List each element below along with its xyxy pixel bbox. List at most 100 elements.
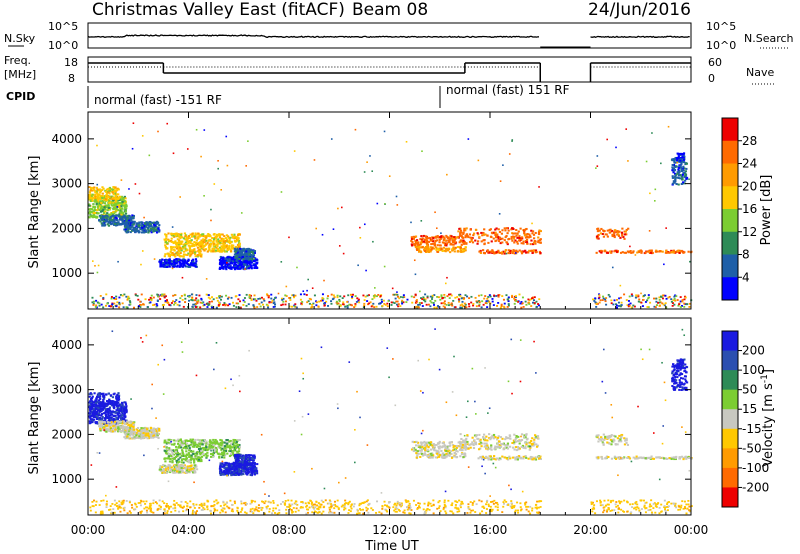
echo-point: [252, 252, 255, 255]
ground-scatter-point: [432, 302, 435, 304]
echo-point: [105, 430, 108, 433]
echo-point: [600, 251, 603, 254]
echo-point: [453, 236, 456, 239]
echo-point: [103, 202, 107, 205]
echo-point: [156, 434, 159, 437]
echo-point: [126, 435, 129, 438]
echo-point: [190, 253, 193, 256]
echo-point: [124, 197, 127, 200]
echo-point: [613, 250, 616, 253]
ground-scatter-point: [188, 294, 191, 297]
ground-scatter-point: [156, 300, 159, 302]
ground-scatter-point: [268, 301, 271, 304]
ground-scatter-point: [354, 304, 357, 307]
echo-point: [164, 245, 167, 248]
echo-point: [221, 233, 224, 236]
echo-point: [100, 414, 103, 417]
echo-point: [525, 241, 529, 244]
echo-point: [95, 412, 99, 415]
echo-point: [124, 201, 127, 204]
echo-point: [182, 260, 186, 263]
echo-point: [94, 407, 97, 410]
echo-point: [431, 246, 434, 249]
echo-point: [138, 435, 141, 438]
echo-point: [163, 259, 166, 262]
ground-scatter-point: [254, 298, 257, 301]
ground-scatter-point: [238, 306, 241, 309]
echo-point: [124, 433, 127, 436]
echo-point: [475, 228, 478, 231]
echo-point: [108, 423, 111, 426]
ground-scatter-point: [487, 296, 490, 298]
echo-point: [230, 233, 233, 236]
echo-point: [137, 429, 140, 432]
echo-point: [126, 217, 129, 220]
ground-scatter-point: [195, 294, 198, 296]
echo-point: [224, 257, 227, 260]
echo-point: [199, 242, 203, 245]
echo-point: [680, 162, 683, 165]
echo-point: [88, 197, 91, 200]
echo-point: [249, 248, 252, 251]
colorbar-swatch: [722, 186, 738, 210]
echo-point: [182, 467, 186, 470]
echo-point: [518, 235, 521, 238]
echo-point: [171, 265, 174, 268]
echo-point: [215, 233, 219, 236]
ground-scatter-point: [476, 301, 479, 304]
ground-scatter-point: [206, 306, 209, 308]
echo-point: [245, 261, 248, 264]
ground-scatter-point: [336, 296, 339, 299]
ground-scatter-point: [182, 305, 185, 308]
echo-point: [198, 235, 201, 238]
echo-point: [100, 194, 103, 197]
ground-scatter-point: [620, 304, 623, 306]
echo-point: [98, 421, 101, 424]
echo-point: [226, 256, 229, 259]
echo-point: [236, 244, 240, 247]
echo-point: [164, 262, 168, 265]
echo-point: [99, 203, 102, 206]
echo-point: [621, 234, 624, 237]
ground-scatter-point: [485, 302, 488, 305]
echo-point: [205, 236, 208, 239]
echo-point: [149, 428, 152, 431]
echo-point: [98, 402, 101, 405]
ground-scatter-point: [123, 293, 126, 296]
echo-point: [528, 249, 531, 252]
noise-point: [293, 150, 296, 152]
echo-point: [483, 228, 486, 231]
echo-point: [177, 239, 181, 242]
echo-point: [613, 236, 616, 239]
echo-point: [116, 187, 119, 190]
ground-scatter-point: [219, 303, 222, 306]
echo-point: [630, 251, 633, 254]
ground-scatter-point: [431, 294, 434, 297]
ground-scatter-point: [628, 304, 631, 307]
echo-point: [682, 172, 685, 175]
echo-point: [482, 233, 486, 236]
echo-point: [616, 233, 619, 236]
echo-point: [120, 207, 124, 210]
noise-point: [313, 159, 316, 161]
ground-scatter-point: [292, 294, 295, 297]
echo-point: [140, 431, 144, 434]
echo-point: [237, 261, 240, 264]
echo-point: [147, 222, 150, 225]
echo-point: [105, 188, 109, 191]
echo-point: [116, 222, 119, 225]
ground-scatter-point: [448, 297, 451, 299]
ground-scatter-point: [483, 297, 486, 300]
echo-point: [442, 246, 446, 249]
echo-point: [496, 251, 500, 254]
ground-scatter-point: [491, 298, 494, 300]
echo-point: [167, 254, 170, 257]
echo-point: [173, 263, 176, 266]
noise-point: [323, 279, 325, 282]
noise-point: [444, 282, 447, 285]
echo-point: [150, 427, 153, 430]
echo-point: [417, 249, 421, 252]
noise-point: [96, 183, 99, 186]
ground-scatter-point: [129, 303, 132, 306]
echo-point: [234, 245, 237, 248]
